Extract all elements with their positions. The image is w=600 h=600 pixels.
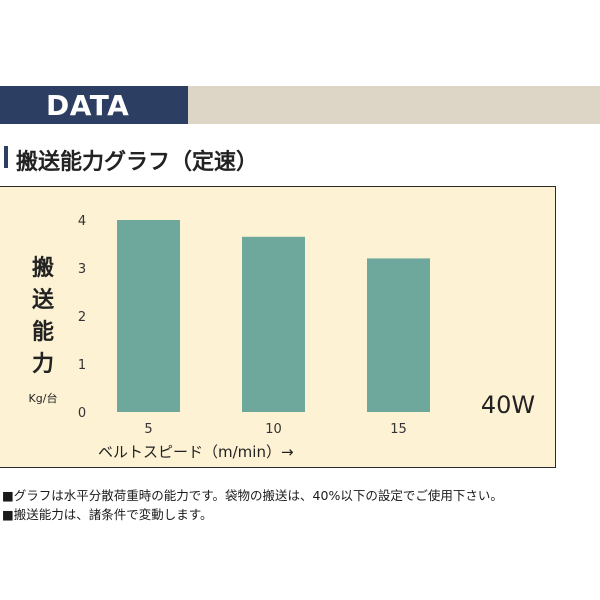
header-title: DATA — [46, 89, 130, 122]
motor-power-label: 40W — [481, 391, 535, 419]
y-tick-label: 2 — [78, 310, 86, 325]
y-tick-label: 4 — [78, 214, 86, 229]
y-tick-label: 0 — [78, 406, 86, 421]
header-banner-light — [188, 86, 600, 124]
header-banner-dark: DATA — [0, 86, 188, 124]
y-tick-label: 1 — [78, 358, 86, 373]
notes: ■グラフは水平分散荷重時の能力です。袋物の搬送は、40%以下の設定でご使用下さい… — [2, 486, 503, 524]
y-axis-unit: Kg/台 — [29, 391, 58, 405]
x-tick-label: 5 — [144, 422, 152, 437]
bar-5 — [117, 220, 180, 412]
x-tick-label: 10 — [265, 422, 282, 437]
y-axis-label-char: 能 — [32, 319, 54, 345]
note-line-1: ■グラフは水平分散荷重時の能力です。袋物の搬送は、40%以下の設定でご使用下さい… — [2, 488, 503, 503]
note-line-2: ■搬送能力は、諸条件で変動します。 — [2, 507, 213, 522]
y-axis-label-char: 力 — [32, 352, 54, 377]
section-marker — [4, 146, 8, 168]
x-axis-label: ベルトスピード（m/min）→ — [98, 443, 294, 461]
bar-10 — [242, 236, 305, 412]
y-axis-label-char: 送 — [32, 287, 54, 313]
header-banner: DATA — [0, 86, 600, 124]
section-title: 搬送能力グラフ（定速） — [16, 150, 259, 175]
chart-panel: 0 1 2 3 4 5 10 15 搬送能力 Kg/台ベルトスピード（m/min）→ 40W — [0, 186, 556, 468]
bar-15 — [367, 258, 430, 412]
y-tick-label: 3 — [78, 262, 86, 277]
y-axis-label-char: 搬 — [32, 255, 54, 281]
x-tick-label: 15 — [390, 422, 407, 437]
